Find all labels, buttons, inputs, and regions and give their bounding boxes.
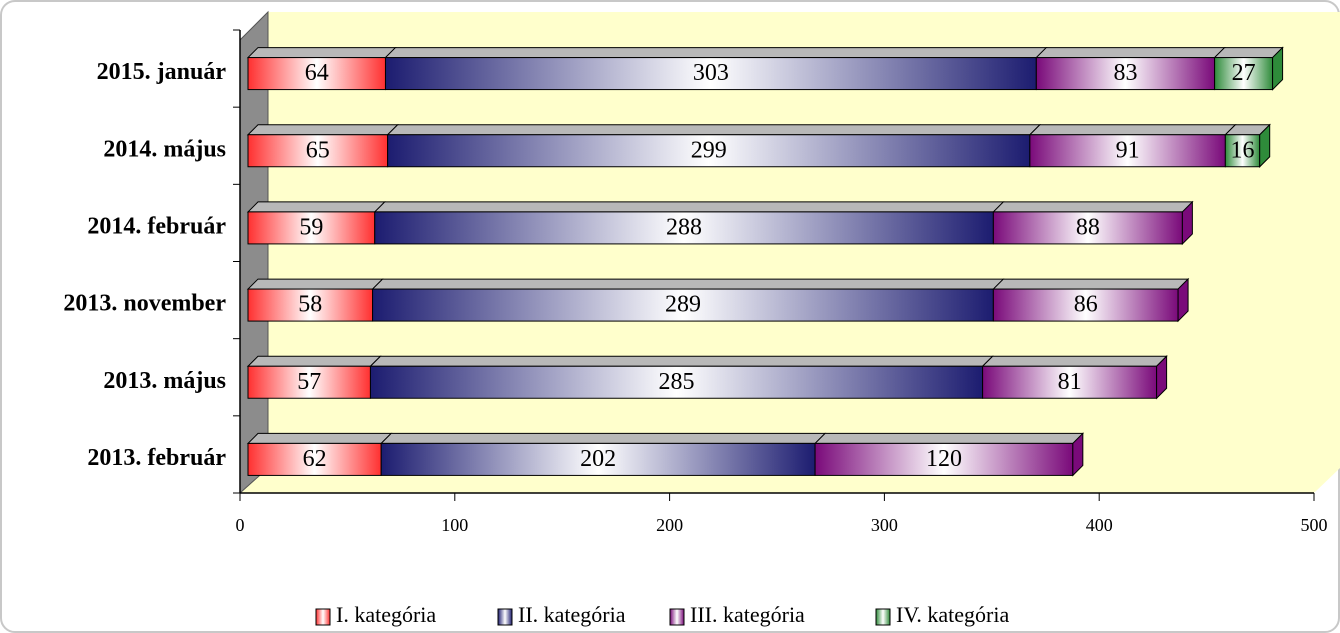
x-tick-label: 500 — [1301, 515, 1328, 535]
legend-swatch — [315, 608, 331, 626]
bar-value-label: 27 — [1232, 60, 1256, 86]
bar-top — [992, 201, 1194, 213]
bar-end — [1259, 123, 1271, 168]
bar-value-label: 289 — [665, 292, 701, 318]
bar-value-label: 65 — [306, 137, 330, 163]
bar-top — [246, 201, 386, 213]
y-tick-label: 2013. május — [103, 368, 226, 394]
bar-top — [379, 432, 827, 444]
bar-value-label: 59 — [299, 214, 323, 240]
y-tick-label: 2013. november — [63, 291, 226, 317]
bar — [247, 57, 386, 91]
bar-top — [246, 47, 397, 59]
bar — [992, 211, 1183, 245]
bar-top — [386, 124, 1042, 136]
bar-value-label: 202 — [580, 446, 616, 472]
bar — [1035, 57, 1216, 91]
bar-value-label: 88 — [1076, 214, 1100, 240]
bar-value-label: 62 — [303, 446, 327, 472]
bar-end — [1272, 46, 1284, 91]
bar-top — [373, 201, 1005, 213]
bar-top — [371, 278, 1005, 290]
legend-swatch — [669, 608, 685, 626]
x-tick-label: 300 — [871, 515, 898, 535]
bar-top — [1035, 47, 1226, 59]
bar-end — [1072, 432, 1084, 477]
bar — [374, 211, 994, 245]
bar-value-label: 86 — [1074, 292, 1098, 318]
bar-value-label: 57 — [297, 369, 321, 395]
bar-end — [1177, 277, 1189, 323]
bar — [369, 365, 984, 399]
bar — [814, 442, 1074, 476]
legend-label: II. kategória — [518, 602, 626, 627]
legend-swatch — [497, 608, 513, 626]
bar — [247, 442, 382, 476]
bar-end — [1181, 200, 1193, 246]
bar — [384, 57, 1037, 91]
y-tick-label: 2013. február — [87, 445, 226, 471]
bar-top — [246, 432, 393, 444]
bar-value-label: 120 — [926, 446, 962, 472]
bar-top — [981, 355, 1168, 367]
y-tick-label: 2014. február — [87, 213, 226, 239]
bar-value-label: 303 — [693, 60, 729, 86]
bar-top — [384, 47, 1048, 59]
bar — [1029, 134, 1226, 168]
bar — [380, 442, 816, 476]
bar-value-label: 83 — [1113, 60, 1137, 86]
legend-label: III. kategória — [690, 602, 805, 627]
bar — [1224, 134, 1261, 168]
x-tick-label: 0 — [236, 515, 245, 535]
bar — [247, 211, 376, 245]
bar-value-label: 299 — [691, 137, 727, 163]
bar-end — [1156, 355, 1168, 400]
bar — [992, 288, 1179, 322]
x-tick-label: 200 — [656, 515, 683, 535]
bar-top — [246, 124, 399, 136]
bar-value-label: 58 — [298, 292, 322, 318]
y-tick-label: 2015. január — [97, 59, 227, 85]
bar — [372, 288, 994, 322]
bar-top — [1028, 124, 1237, 136]
x-tick-label: 400 — [1086, 515, 1113, 535]
legend-label: IV. kategória — [896, 602, 1009, 627]
bar-value-label: 64 — [305, 60, 329, 86]
x-tick-label: 100 — [441, 515, 468, 535]
bar-value-label: 288 — [666, 214, 702, 240]
legend-label: I. kategória — [336, 602, 436, 627]
bar-top — [813, 432, 1085, 444]
bar — [387, 134, 1031, 168]
legend-swatch — [875, 608, 891, 626]
bar-value-label: 91 — [1116, 137, 1140, 163]
y-tick-label: 2014. május — [103, 136, 226, 162]
bar — [247, 365, 371, 399]
bar-top — [992, 278, 1190, 290]
bar-top — [246, 355, 382, 367]
bar-top — [1213, 47, 1284, 59]
bar-value-label: 285 — [659, 369, 695, 395]
bar-top — [246, 278, 384, 290]
bar-value-label: 81 — [1058, 369, 1082, 395]
bar-value-label: 16 — [1231, 137, 1255, 163]
bar-top — [369, 355, 994, 367]
